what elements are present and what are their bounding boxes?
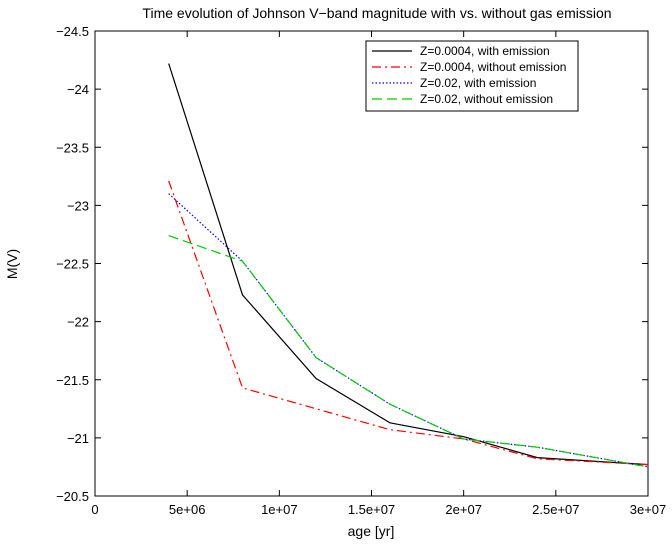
series-line-4 <box>168 235 649 468</box>
y-tick-label: −21 <box>67 431 89 446</box>
y-tick-label: −22.5 <box>56 257 89 272</box>
x-tick-label: 3e+07 <box>630 502 667 517</box>
legend-label: Z=0.02, without emission <box>420 92 553 106</box>
y-tick-label: −20.5 <box>56 489 89 504</box>
x-axis-title: age [yr] <box>348 523 395 539</box>
y-axis-title: M(V) <box>4 249 20 279</box>
y-tick-label: −23.5 <box>56 140 89 155</box>
y-tick-label: −22 <box>67 315 89 330</box>
x-tick-label: 0 <box>91 502 98 517</box>
legend-box <box>365 40 579 112</box>
legend-label: Z=0.0004, with emission <box>420 44 550 58</box>
x-tick-label: 1e+07 <box>261 502 298 517</box>
chart-title: Time evolution of Johnson V−band magnitu… <box>142 5 611 21</box>
y-tick-label: −24.5 <box>56 24 89 39</box>
y-tick-label: −23 <box>67 198 89 213</box>
x-tick-label: 5e+06 <box>169 502 206 517</box>
axis-ticks: 0 5e+06 1e+07 1.5e+07 2e+07 2.5e+07 3e+07 −24.5… <box>56 24 666 517</box>
legend-label: Z=0.02, with emission <box>420 76 536 90</box>
legend-label: Z=0.0004, without emission <box>420 60 566 74</box>
y-tick-label: −21.5 <box>56 373 89 388</box>
legend: Z=0.0004, with emission Z=0.0004, without… <box>365 40 579 112</box>
y-tick-label: −24 <box>67 82 89 97</box>
x-tick-label: 1.5e+07 <box>348 502 395 517</box>
x-tick-label: 2e+07 <box>445 502 482 517</box>
series-line-2 <box>168 180 649 466</box>
series-line-1 <box>168 63 649 466</box>
series-layer <box>168 63 649 468</box>
x-tick-label: 2.5e+07 <box>532 502 579 517</box>
